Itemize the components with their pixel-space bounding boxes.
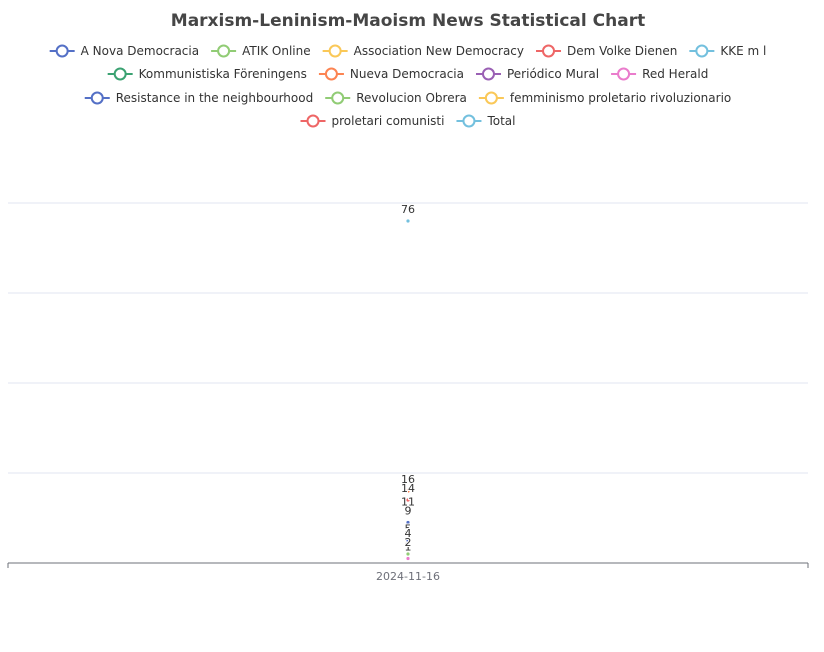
data-point-kke-m-l[interactable] (405, 511, 411, 516)
legend: A Nova Democracia ATIK Online Association … (49, 44, 766, 128)
legend-marker-icon (217, 44, 231, 58)
grid (8, 202, 808, 564)
legend-item-total[interactable]: Total (456, 114, 515, 128)
data-label-association-new-democracy: 2 (405, 536, 412, 549)
data-point-femminismo-proletario-rivoluzionario[interactable] (405, 542, 411, 548)
data-label-kommunistiska-foreningens: 1 (405, 541, 412, 554)
data-label-revolucion-obrera: 2 (405, 536, 412, 549)
legend-label: KKE m l (720, 44, 766, 58)
data-label-nueva-democracia: 16 (401, 473, 415, 486)
legend-item-kke-m-l[interactable]: KKE m l (689, 44, 766, 58)
legend-item-a-nova-democracia[interactable]: A Nova Democracia (49, 44, 199, 58)
data-label-total: 76 (401, 203, 415, 216)
legend-label: Total (486, 114, 515, 128)
legend-label: proletari comunisti (332, 114, 445, 128)
legend-marker-icon (542, 44, 556, 58)
legend-marker-icon (331, 91, 345, 105)
data-label-kke-m-l: 11 (401, 496, 415, 509)
data-label-resistance-in-the-neighbourhood: 9 (405, 505, 412, 518)
data-point-total[interactable] (405, 218, 411, 224)
chart-title: Marxism-Leninism-Maoism News Statistical… (171, 11, 645, 31)
data-label-dem-volke-dienen: 11 (401, 496, 415, 509)
data-label-proletari-comunisti: 14 (401, 482, 415, 495)
legend-item-dem-volke-dienen[interactable]: Dem Volke Dienen (536, 44, 677, 58)
legend-item-kommunistiska-foreningens[interactable]: Kommunistiska Föreningens (107, 67, 307, 81)
legend-item-nueva-democracia[interactable]: Nueva Democracia (318, 67, 464, 81)
legend-marker-icon (324, 67, 338, 81)
legend-label: Nueva Democracia (350, 67, 464, 81)
data-label-atik-online: 1 (405, 541, 412, 554)
legend-label: Association New Democracy (354, 44, 524, 58)
data-label-periodico-mural: 1 (405, 541, 412, 554)
legend-label: A Nova Democracia (81, 44, 199, 58)
data-point-revolucion-obrera[interactable] (405, 551, 411, 557)
legend-marker-icon (484, 91, 498, 105)
legend-marker-icon (55, 44, 69, 58)
legend-item-periodico-mural[interactable]: Periódico Mural (475, 67, 599, 81)
legend-label: Red Herald (642, 67, 708, 81)
legend-item-association-new-democracy[interactable]: Association New Democracy (322, 44, 524, 58)
legend-marker-icon (328, 44, 342, 58)
x-axis: 2024-11-16 (7, 563, 809, 583)
data-label-red-herald: 1 (405, 541, 412, 554)
legend-marker-icon (462, 114, 476, 128)
legend-label: ATIK Online (242, 44, 311, 58)
legend-item-revolucion-obrera[interactable]: Revolucion Obrera (325, 91, 467, 105)
legend-item-resistance-in-the-neighbourhood[interactable]: Resistance in the neighbourhood (84, 91, 313, 105)
legend-label: Resistance in the neighbourhood (116, 91, 313, 105)
legend-label: Revolucion Obrera (356, 91, 467, 105)
legend-label: Dem Volke Dienen (567, 44, 677, 58)
data-point-resistance-in-the-neighbourhood[interactable] (405, 520, 411, 525)
legend-label: Kommunistiska Föreningens (139, 67, 307, 81)
legend-marker-icon (90, 91, 104, 105)
legend-marker-icon (113, 67, 127, 81)
legend-item-atik-online[interactable]: ATIK Online (211, 44, 311, 58)
legend-item-femminismo-proletario-rivoluzionario[interactable]: femminismo proletario rivoluzionario (478, 91, 731, 105)
legend-label: femminismo proletario rivoluzionario (510, 91, 731, 105)
data-point-red-herald[interactable] (405, 556, 411, 561)
legend-marker-icon (617, 67, 631, 81)
data-point-proletari-comunisti[interactable] (405, 497, 411, 503)
legend-item-proletari-comunisti[interactable]: proletari comunisti (300, 114, 445, 128)
data-label-a-nova-democracia: 5 (405, 523, 412, 536)
data-point-a-nova-democracia[interactable] (405, 538, 411, 543)
legend-marker-icon (481, 67, 495, 81)
legend-marker-icon (306, 114, 320, 128)
x-tick-label: 2024-11-16 (376, 570, 440, 583)
data-points (405, 218, 411, 561)
data-point-nueva-democracia[interactable] (405, 488, 411, 494)
legend-label: Periódico Mural (507, 67, 599, 81)
data-label-femminismo-proletario-rivoluzionario: 4 (405, 527, 412, 540)
legend-item-red-herald[interactable]: Red Herald (611, 67, 708, 81)
legend-marker-icon (695, 44, 709, 58)
